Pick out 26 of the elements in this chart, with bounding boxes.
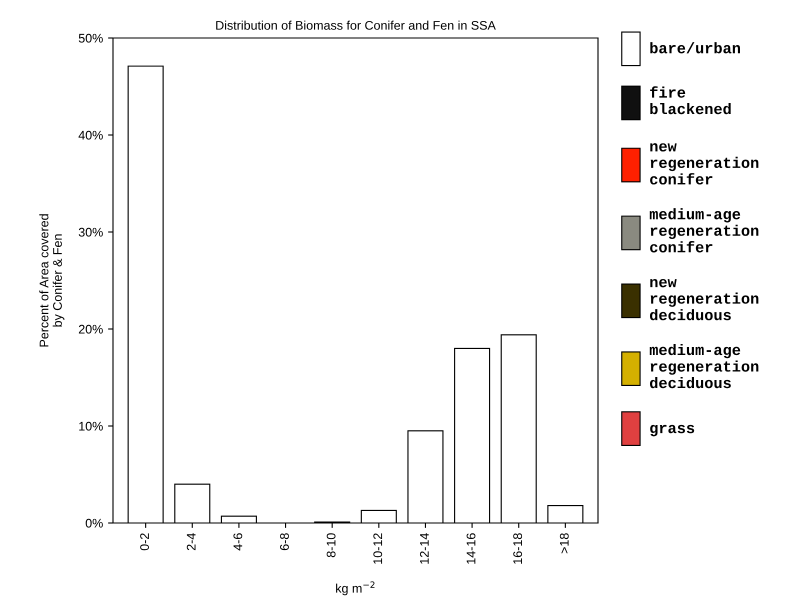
y-tick-label: 30% bbox=[78, 228, 103, 237]
legend-label: medium-age regeneration deciduous bbox=[650, 344, 758, 388]
legend-label: fire blackened bbox=[650, 86, 731, 114]
y-tick-label: 0% bbox=[86, 518, 103, 528]
legend-label: bare/urban bbox=[650, 42, 740, 54]
y-tick-label: 40% bbox=[78, 130, 103, 140]
legend-label: medium-age regeneration conifer bbox=[650, 208, 758, 252]
legend-label: new regeneration deciduous bbox=[650, 278, 758, 320]
legend-label: new regeneration conifer bbox=[650, 143, 758, 185]
x-tick-label: 0-2 bbox=[140, 533, 149, 550]
legend-label: grass bbox=[650, 424, 694, 436]
chart-title: Distribution of Biomass for Conifer and Fen in SSA bbox=[216, 20, 496, 30]
y-tick-label: 50% bbox=[78, 34, 103, 43]
x-tick-label: 14-16 bbox=[466, 533, 476, 564]
y-tick-label: 20% bbox=[78, 324, 103, 334]
y-axis-title: Percent of Area covered by Conifer & Fen bbox=[39, 214, 64, 347]
x-tick-label: 8-10 bbox=[326, 533, 336, 558]
x-tick-label: 12-14 bbox=[420, 533, 429, 564]
x-tick-label: 6-8 bbox=[280, 533, 289, 550]
y-tick-label: 10% bbox=[79, 422, 103, 431]
x-tick-label: >18 bbox=[560, 533, 569, 554]
x-tick-label: 2-4 bbox=[186, 533, 196, 550]
x-axis-title: kg m$^{−2}$ bbox=[336, 581, 374, 596]
x-tick-label: 10-12 bbox=[373, 533, 382, 564]
x-tick-label: 16-18 bbox=[513, 533, 522, 564]
x-tick-label: 4-6 bbox=[233, 533, 242, 550]
